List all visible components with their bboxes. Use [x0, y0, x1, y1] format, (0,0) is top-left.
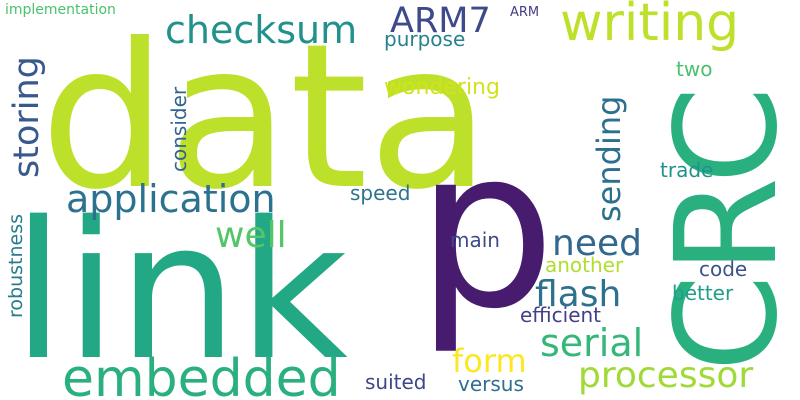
- word-implementation: implementation: [5, 2, 116, 18]
- word-arm: ARM: [510, 5, 539, 20]
- word-purpose: purpose: [384, 27, 465, 51]
- word-p: p: [416, 101, 556, 357]
- word-better: better: [672, 281, 734, 305]
- word-application: application: [66, 177, 276, 221]
- word-data: data: [40, 1, 491, 234]
- word-robustness: robustness: [5, 214, 27, 318]
- word-code: code: [699, 257, 747, 281]
- word-two: two: [676, 57, 712, 81]
- word-consider: consider: [167, 86, 191, 172]
- word-wondering: wondering: [384, 75, 500, 100]
- word-link: link: [12, 181, 348, 400]
- word-speed: speed: [350, 181, 410, 205]
- word-serial: serial: [540, 321, 643, 365]
- word-main: main: [450, 228, 500, 252]
- word-sending: sending: [590, 96, 628, 222]
- word-embedded: embedded: [62, 349, 341, 400]
- word-need: need: [552, 223, 642, 264]
- word-arm7: ARM7: [390, 1, 491, 41]
- word-trade: trade: [660, 158, 713, 182]
- word-crc: CRC: [646, 86, 800, 372]
- word-suited: suited: [365, 370, 427, 394]
- word-another: another: [545, 253, 624, 277]
- word-form: form: [452, 342, 527, 380]
- word-writing: writing: [560, 0, 739, 53]
- word-checksum: checksum: [165, 8, 357, 52]
- word-well: well: [215, 215, 287, 256]
- word-versus: versus: [458, 372, 524, 396]
- word-processor: processor: [578, 355, 753, 396]
- word-storing: storing: [7, 56, 47, 178]
- word-efficient: efficient: [520, 303, 601, 327]
- word-flash: flash: [535, 274, 621, 315]
